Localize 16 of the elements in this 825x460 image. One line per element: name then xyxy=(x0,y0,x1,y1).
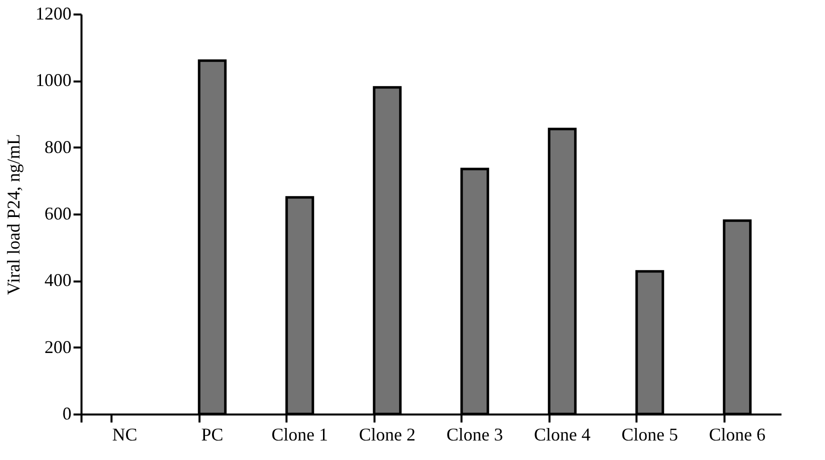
y-axis-title: Viral load P24, ng/mL xyxy=(4,134,24,295)
x-tick-label: Clone 5 xyxy=(622,424,678,444)
x-tick-label: PC xyxy=(201,424,224,444)
x-tick-label: Clone 4 xyxy=(534,424,590,444)
y-tick-label: 800 xyxy=(44,136,72,157)
x-tick-label: Clone 1 xyxy=(272,424,328,444)
y-tick-label: 200 xyxy=(44,336,72,357)
x-tick-label: NC xyxy=(112,424,138,444)
y-tick-label: 1000 xyxy=(36,70,72,90)
y-tick-label: 600 xyxy=(44,204,72,224)
x-tick-label: Clone 6 xyxy=(709,424,766,444)
x-tick-label: Clone 3 xyxy=(446,424,503,444)
x-tick-label: Clone 2 xyxy=(359,424,416,444)
y-tick-label: 400 xyxy=(44,270,72,290)
y-tick-label: 1200 xyxy=(36,4,72,24)
y-tick-label: 0 xyxy=(62,404,72,424)
